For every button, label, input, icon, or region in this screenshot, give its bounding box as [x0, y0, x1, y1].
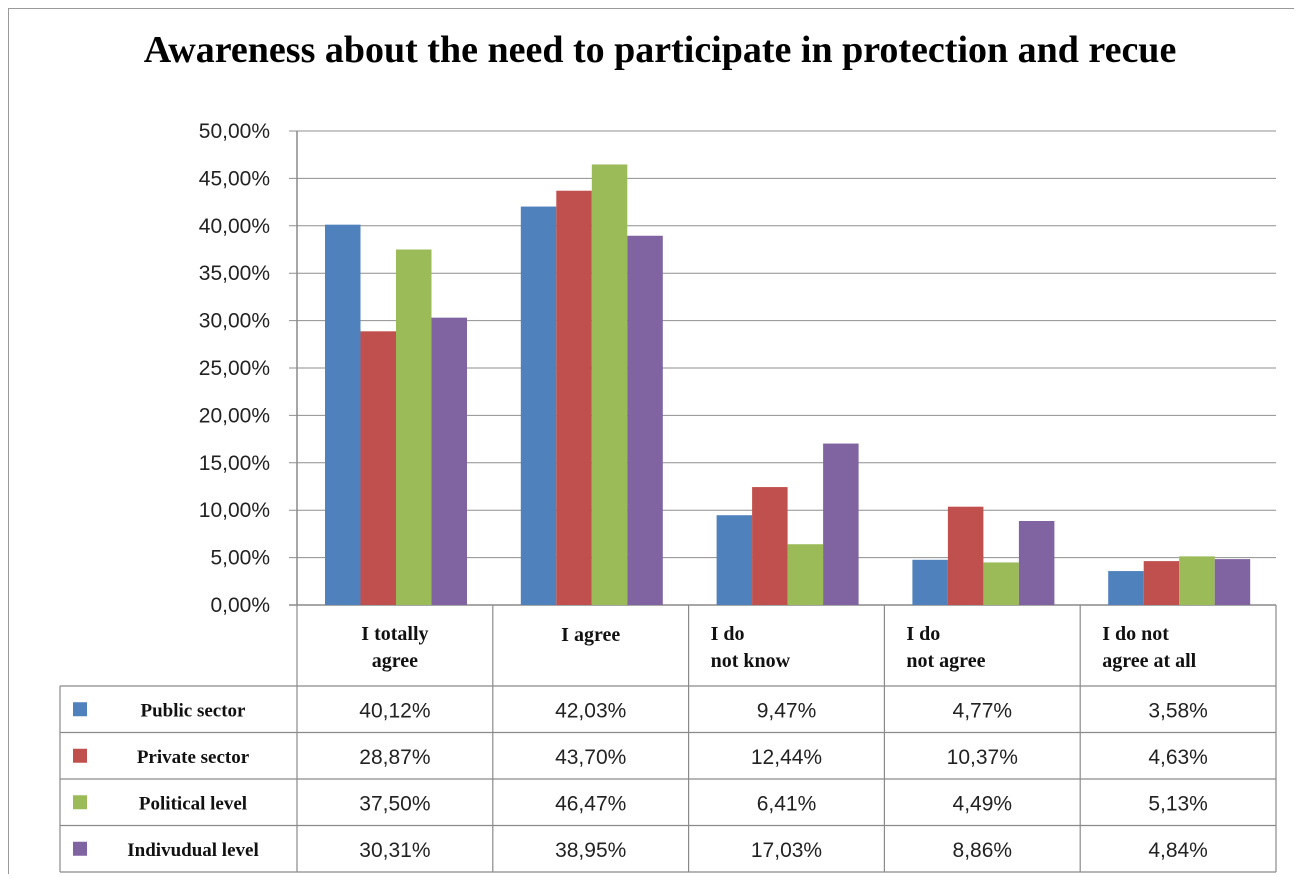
bar-indivudual-level: [431, 317, 467, 605]
y-tick-label: 15,00%: [199, 452, 270, 475]
table-cell-value: 6,41%: [757, 792, 817, 815]
bar-political-level: [983, 562, 1019, 605]
bar-private-sector: [360, 331, 396, 605]
bars: [325, 164, 1251, 605]
y-tick-label: 0,00%: [210, 594, 270, 617]
table-cell-value: 8,86%: [953, 839, 1013, 862]
y-tick-label: 40,00%: [199, 215, 270, 238]
y-tick-label: 50,00%: [199, 120, 270, 143]
table-cell-value: 4,49%: [953, 792, 1013, 815]
bar-public-sector: [325, 224, 361, 605]
table-cell-value: 9,47%: [757, 699, 817, 722]
y-tick-label: 20,00%: [199, 404, 270, 427]
table-cell-value: 12,44%: [751, 746, 822, 769]
table-cell-value: 37,50%: [359, 792, 430, 815]
table-cell-value: 40,12%: [359, 699, 430, 722]
bar-public-sector: [912, 559, 948, 605]
bar-private-sector: [556, 190, 592, 605]
data-table: I totally agree I agree I do not know I do not…: [59, 605, 1277, 873]
table-cell-value: 43,70%: [555, 746, 626, 769]
bar-private-sector: [752, 487, 788, 605]
category-label: agree at all: [1102, 650, 1196, 672]
bar-political-level: [787, 544, 824, 605]
bar-political-level: [591, 164, 628, 605]
category-label: I do: [711, 623, 745, 645]
bar-public-sector: [1108, 571, 1144, 605]
bar-political-level: [396, 249, 432, 605]
bar-public-sector: [520, 206, 557, 605]
bar-public-sector: [716, 515, 753, 605]
legend-label: Political level: [139, 793, 247, 814]
y-tick-label: 30,00%: [199, 310, 270, 333]
bar-political-level: [1179, 556, 1215, 605]
table-cell-value: 38,95%: [555, 839, 626, 862]
bar-indivudual-level: [1018, 521, 1055, 605]
table-cell-value: 28,87%: [359, 746, 430, 769]
y-tick-label: 5,00%: [210, 547, 270, 570]
bar-indivudual-level: [627, 235, 663, 605]
bar-private-sector: [1143, 561, 1180, 605]
category-label: I do: [906, 623, 940, 645]
legend-label: Indivudual level: [127, 840, 258, 861]
legend-label: Public sector: [140, 700, 246, 721]
table-cell-value: 10,37%: [947, 746, 1018, 769]
category-label: I do not: [1102, 623, 1169, 645]
table-cell-value: 4,84%: [1148, 839, 1208, 862]
y-tick-label: 25,00%: [199, 357, 270, 380]
category-label: not agree: [906, 650, 985, 672]
y-tick-label: 10,00%: [199, 499, 270, 522]
table-cell-value: 4,63%: [1148, 746, 1208, 769]
table-cell-value: 42,03%: [555, 699, 626, 722]
y-axis-ticks: 0,00% 5,00% 10,00% 15,00% 20,00% 25,00% 30,00%…: [199, 120, 270, 617]
legend-swatch: [73, 795, 87, 810]
bar-indivudual-level: [1214, 559, 1251, 605]
table-cell-value: 3,58%: [1148, 699, 1208, 722]
bar-indivudual-level: [823, 443, 859, 605]
category-label: I agree: [561, 624, 620, 646]
table-cell-value: 17,03%: [751, 839, 822, 862]
table-cell-value: 46,47%: [555, 792, 626, 815]
legend-swatch: [73, 841, 87, 856]
category-label: not know: [711, 650, 791, 672]
chart-title: Awareness about the need to participate …: [143, 29, 1177, 71]
category-label: agree: [372, 650, 418, 672]
table-cell-value: 5,13%: [1148, 792, 1208, 815]
category-label: I totally: [361, 623, 428, 645]
table-cell-value: 30,31%: [359, 839, 430, 862]
chart-frame: [8, 8, 1294, 874]
y-tick-label: 45,00%: [199, 167, 270, 190]
legend-label: Private sector: [137, 747, 250, 768]
bar-private-sector: [947, 506, 984, 605]
table-cell-value: 4,77%: [953, 699, 1013, 722]
y-tick-label: 35,00%: [199, 262, 270, 285]
legend-swatch: [73, 702, 87, 717]
legend-swatch: [73, 748, 87, 763]
